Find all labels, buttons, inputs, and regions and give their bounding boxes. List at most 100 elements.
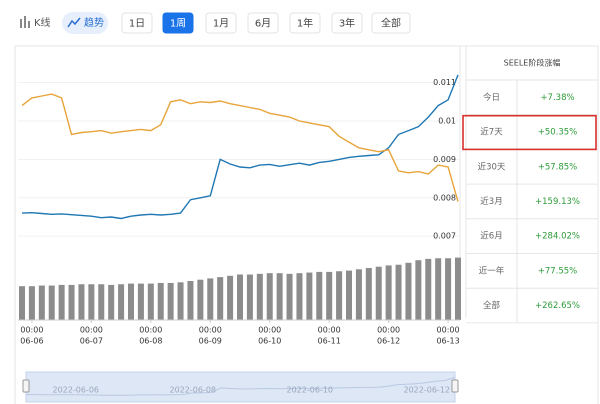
volume-bar: [177, 282, 184, 320]
volume-bar: [78, 284, 85, 320]
volume-bar: [157, 282, 164, 320]
x-tick-date: 06-07: [80, 337, 103, 346]
volume-bar: [58, 284, 65, 320]
volume-bar: [68, 284, 75, 320]
volume-bar: [187, 281, 194, 320]
highlight-box: [462, 114, 597, 151]
price-line: [21, 93, 459, 202]
navigator-label: 2022-06-06: [53, 386, 100, 395]
change-cell: +57.85%: [538, 162, 578, 172]
volume-bar: [355, 269, 362, 320]
volume-bar: [256, 273, 263, 320]
x-tick-date: 06-09: [199, 337, 222, 346]
period-button[interactable]: [205, 12, 237, 34]
navigator-label: 2022-06-12: [404, 386, 451, 395]
period-cell: 近6月: [480, 231, 502, 242]
volume-bar: [306, 272, 313, 320]
volume-bar: [118, 284, 125, 320]
period-button[interactable]: [121, 12, 153, 34]
volume-bar: [296, 273, 303, 320]
period-label[interactable]: 3年: [339, 17, 355, 30]
navigator-label: 2022-06-08: [170, 386, 217, 395]
view-tab[interactable]: 趋势: [84, 16, 104, 29]
volume-bar: [207, 278, 214, 320]
volume-bar: [445, 258, 452, 320]
x-tick-time: 00:00: [199, 326, 222, 335]
volume-bar: [266, 273, 273, 320]
change-cell: +159.13%: [535, 197, 580, 207]
period-cell: 近一年: [479, 265, 505, 276]
y-tick-label: 0.01: [438, 116, 456, 125]
volume-bar: [167, 282, 174, 320]
navigator-label: 2022-06-10: [287, 386, 334, 395]
volume-bar: [455, 257, 461, 320]
period-label[interactable]: 6月: [255, 18, 271, 30]
volume-bar: [435, 258, 442, 320]
period-cell: 全部: [483, 300, 501, 311]
period-button[interactable]: [289, 12, 321, 34]
x-tick-date: 06-13: [436, 337, 459, 346]
volume-bar: [88, 284, 95, 320]
volume-bar: [38, 285, 45, 320]
volume-bar: [385, 265, 392, 320]
volume-bar: [405, 262, 412, 320]
kline-icon: [20, 16, 30, 28]
trend-icon: [67, 17, 81, 28]
x-tick-time: 00:00: [377, 326, 400, 335]
volume-bar: [276, 273, 283, 320]
navigator-handle[interactable]: [22, 379, 30, 393]
volume-bar: [227, 275, 234, 320]
x-tick-time: 00:00: [80, 326, 103, 335]
volume-bar: [147, 283, 154, 320]
volume-bar: [346, 270, 352, 320]
period-cell: 近7天: [480, 127, 503, 138]
volume-bar: [375, 266, 382, 320]
x-tick-time: 00:00: [437, 326, 460, 335]
period-label[interactable]: 1年: [297, 17, 313, 30]
view-tab[interactable]: K线: [34, 16, 51, 29]
period-cell: 近30天: [478, 161, 506, 172]
volume-bar: [98, 284, 105, 320]
x-tick-date: 06-11: [318, 337, 341, 346]
volume-bar: [365, 268, 372, 320]
change-cell: +262.65%: [535, 301, 580, 311]
navigator-handle[interactable]: [451, 379, 459, 393]
volume-bar: [137, 283, 144, 320]
volume-bar: [415, 260, 422, 320]
period-button[interactable]: [162, 12, 194, 34]
y-tick-label: 0.011: [433, 78, 456, 87]
panel-border: [14, 45, 599, 404]
volume-bar: [326, 271, 333, 320]
table-title: SEELE阶段涨幅: [504, 58, 561, 68]
period-cell: 近3月: [480, 196, 502, 207]
x-tick-time: 00:00: [20, 326, 43, 335]
change-cell: +7.38%: [540, 93, 574, 103]
volume-bar: [197, 279, 204, 320]
volume-bar: [395, 264, 402, 320]
period-label[interactable]: 1月: [213, 18, 229, 30]
period-button[interactable]: [331, 12, 363, 34]
x-tick-date: 06-10: [258, 337, 281, 346]
y-tick-label: 0.008: [433, 193, 456, 202]
navigator-line: [26, 376, 456, 396]
x-tick-date: 06-06: [20, 337, 43, 346]
active-tab-bg: [62, 12, 108, 34]
period-label[interactable]: 1日: [129, 19, 145, 30]
period-cell: 今日: [483, 92, 500, 103]
x-tick-time: 00:00: [318, 326, 341, 335]
x-tick-time: 00:00: [139, 326, 162, 335]
period-label[interactable]: 全部: [381, 17, 401, 30]
x-tick-date: 06-12: [377, 337, 400, 346]
period-button[interactable]: [371, 12, 411, 34]
volume-bar: [425, 258, 432, 320]
volume-bar: [237, 274, 243, 320]
x-tick-date: 06-08: [139, 337, 162, 346]
period-label[interactable]: 1周: [170, 18, 186, 30]
volume-bar: [28, 286, 35, 320]
volume-bar: [336, 271, 343, 320]
y-tick-label: 0.007: [433, 232, 456, 241]
change-cell: +50.35%: [538, 128, 578, 138]
change-cell: +77.55%: [538, 266, 578, 276]
period-button[interactable]: [247, 12, 279, 34]
